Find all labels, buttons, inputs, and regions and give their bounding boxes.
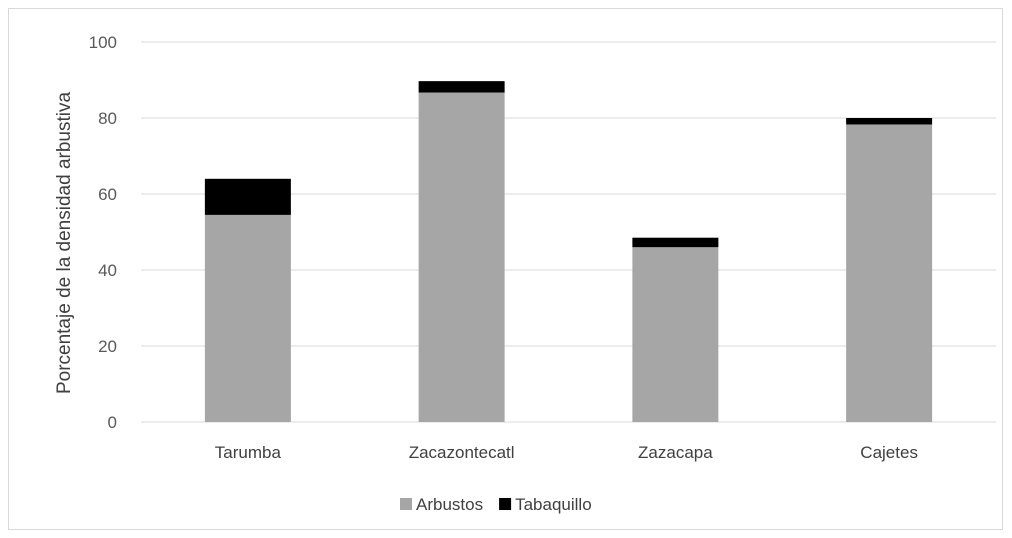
bar-arbustos-tarumba (204, 214, 291, 422)
y-axis-ticks: 0 20 40 60 80 100 (89, 33, 117, 432)
legend-label-arbustos: Arbustos (416, 495, 483, 514)
x-category-label: Zacazontecatl (409, 443, 515, 462)
bar-tabaquillo-tarumba (204, 178, 291, 215)
bar-arbustos-cajetes (846, 124, 933, 423)
legend-swatch-arbustos (400, 498, 412, 510)
x-category-label: Cajetes (860, 443, 918, 462)
x-axis-labels: Tarumba Zacazontecatl Zazacapa Cajetes (215, 443, 918, 462)
bars (204, 81, 933, 423)
y-axis-title: Porcentaje de la densidad arbustiva (54, 92, 75, 395)
x-category-label: Zazacapa (638, 443, 713, 462)
bar-arbustos-zazacapa (632, 247, 719, 422)
legend-swatch-tabaquillo (499, 498, 512, 510)
bar-tabaquillo-zazacapa (632, 237, 719, 248)
y-tick-label: 0 (108, 413, 117, 432)
legend-label-tabaquillo: Tabaquillo (515, 495, 592, 514)
y-tick-label: 80 (98, 109, 117, 128)
chart-frame (8, 8, 1003, 530)
y-tick-label: 40 (98, 261, 117, 280)
bar-tabaquillo-zacazontecatl (418, 81, 505, 93)
y-tick-label: 100 (89, 33, 117, 52)
y-tick-label: 60 (98, 185, 117, 204)
x-category-label: Tarumba (215, 443, 282, 462)
legend: Arbustos Tabaquillo (400, 495, 592, 514)
bar-tabaquillo-cajetes (846, 118, 933, 125)
bar-arbustos-zacazontecatl (418, 92, 505, 422)
y-tick-label: 20 (98, 337, 117, 356)
